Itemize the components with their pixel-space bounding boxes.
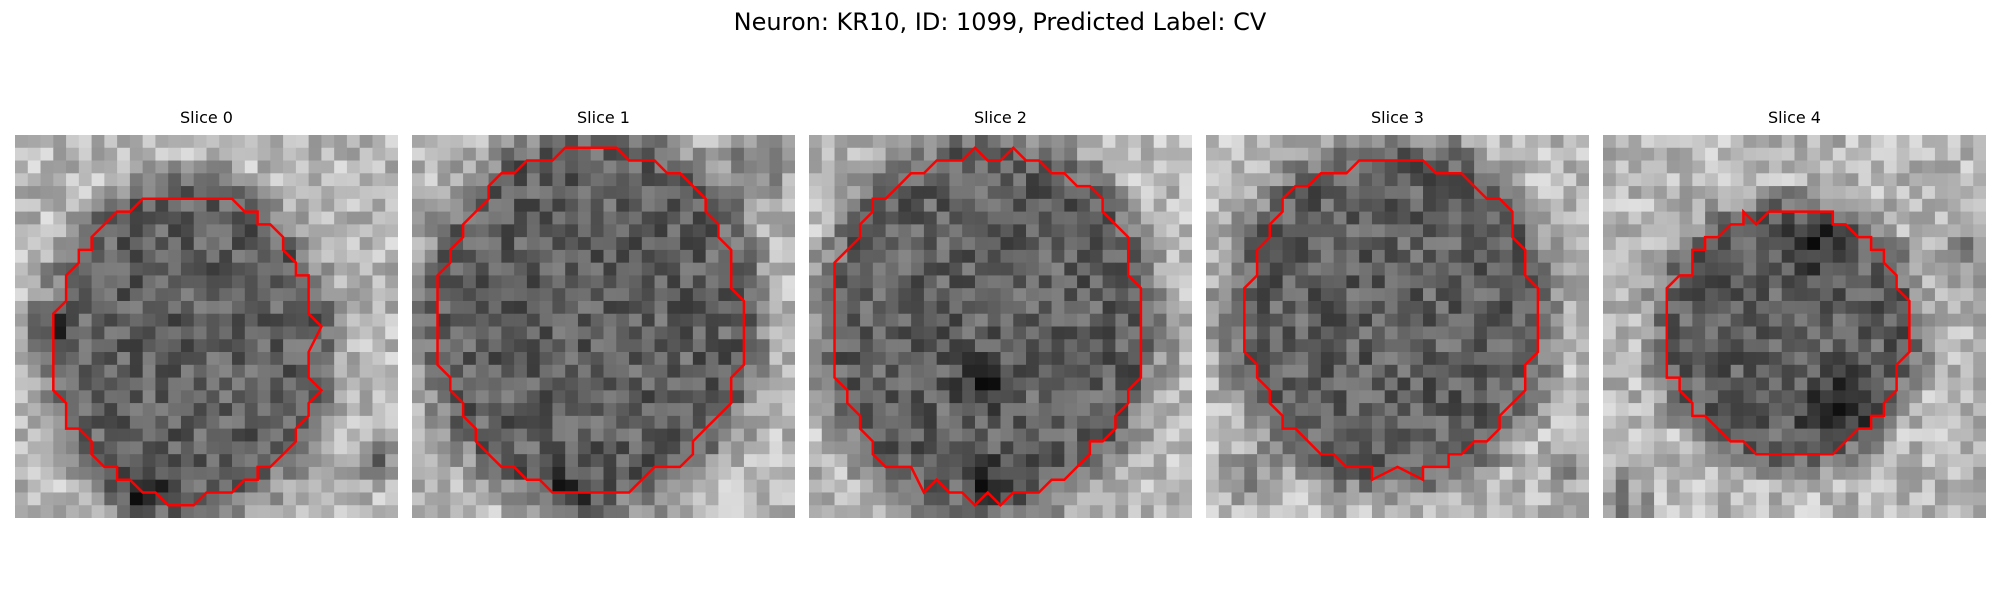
roi-contour — [52, 197, 324, 507]
roi-contour — [1243, 159, 1540, 482]
slice-title: Slice 0 — [180, 108, 233, 127]
slice-title: Slice 2 — [974, 108, 1027, 127]
pixel-grid — [1603, 135, 1986, 518]
pixel-grid — [809, 135, 1192, 518]
slice-image-2 — [809, 135, 1192, 518]
slice-image-4 — [1603, 135, 1986, 518]
slice-title: Slice 4 — [1768, 108, 1821, 127]
roi-contour — [833, 146, 1143, 507]
roi-contour — [1665, 208, 1911, 456]
slice-title: Slice 3 — [1371, 108, 1424, 127]
slice-image-3 — [1206, 135, 1589, 518]
figure-title: Neuron: KR10, ID: 1099, Predicted Label:… — [733, 8, 1267, 36]
pixel-grid — [412, 135, 795, 518]
slice-title: Slice 1 — [577, 108, 630, 127]
roi-contour — [436, 146, 746, 494]
slice-image-0 — [15, 135, 398, 518]
pixel-grid — [1206, 135, 1589, 518]
pixel-grid — [15, 135, 398, 518]
slice-image-1 — [412, 135, 795, 518]
